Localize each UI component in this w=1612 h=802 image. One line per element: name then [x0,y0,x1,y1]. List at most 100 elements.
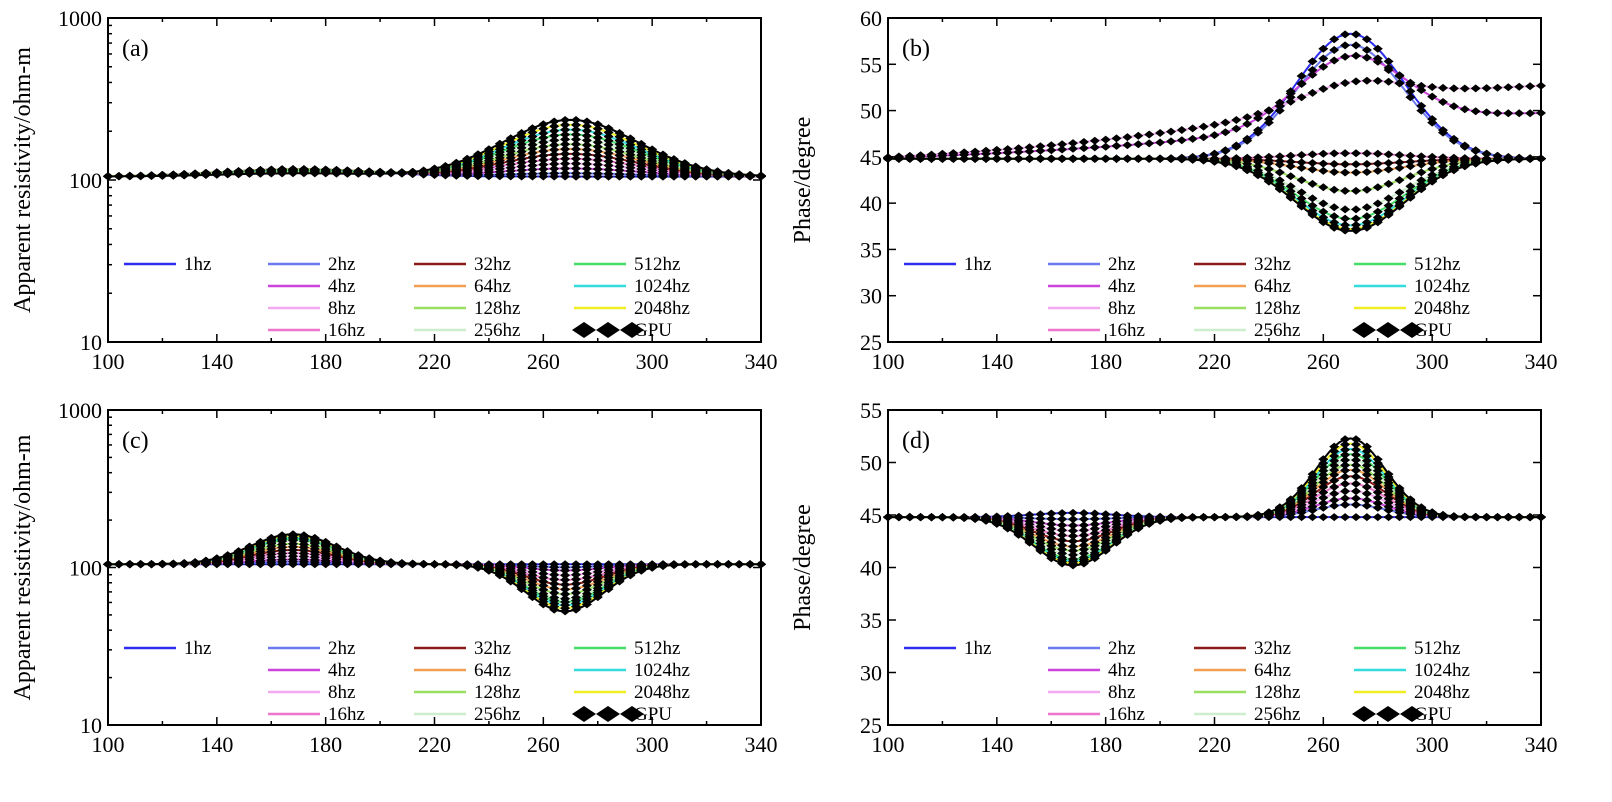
y-tick-label: 55 [860,52,882,77]
gpu-marker [1176,155,1187,164]
gpu-marker [146,560,157,569]
gpu-marker [690,560,701,569]
gpu-marker [991,145,1002,154]
gpu-marker [309,169,320,178]
legend-item-1024hz: 1024hz [1354,276,1470,297]
legend-item-4hz: 4hz [1048,276,1135,297]
legend-item-2048hz: 2048hz [574,298,690,319]
gpu-marker [1361,513,1372,522]
gpu-marker [1274,185,1285,194]
gpu-marker [1394,513,1405,522]
gpu-marker [527,144,538,153]
gpu-marker [1046,533,1057,542]
gpu-marker [146,172,157,180]
gpu-marker [1285,151,1296,160]
legend-diamond-icon [596,322,620,338]
gpu-marker [1438,171,1448,180]
gpu-marker [1340,456,1351,465]
panel-c-markers [103,530,766,616]
gpu-marker [1122,133,1133,142]
gpu-marker [581,160,592,168]
gpu-marker [1209,131,1220,140]
gpu-marker [679,159,690,168]
gpu-marker [288,530,298,539]
gpu-marker [1514,82,1525,91]
gpu-marker [1155,138,1166,147]
gpu-marker [1089,554,1100,563]
gpu-marker [1046,554,1057,563]
gpu-marker [560,164,571,173]
gpu-marker [1394,484,1405,493]
gpu-marker [571,116,581,124]
gpu-marker [527,149,538,157]
legend-item-1hz: 1hz [904,638,991,659]
legend-label: 64hz [1254,660,1291,681]
gpu-marker [1525,155,1536,163]
legend-item-32hz: 32hz [414,638,511,659]
gpu-marker [1100,510,1111,519]
gpu-marker [1329,483,1340,491]
gpu-marker [1231,512,1242,521]
gpu-marker [1253,157,1263,166]
gpu-marker [1198,156,1209,165]
gpu-marker [1046,141,1057,150]
gpu-marker [1318,483,1329,491]
gpu-marker [1111,538,1122,547]
gpu-marker [1361,476,1372,485]
gpu-marker [647,145,658,154]
gpu-marker [1427,177,1438,186]
gpu-marker [538,165,549,174]
gpu-marker [1372,499,1383,508]
x-tick-label: 340 [1525,349,1558,374]
gpu-marker [959,154,970,163]
gpu-marker [1361,442,1372,451]
gpu-marker [1122,141,1133,150]
gpu-marker [418,166,429,175]
gpu-marker [1307,66,1318,74]
gpu-marker [1351,30,1361,39]
gpu-marker [1351,205,1361,214]
legend-label: 2hz [1108,638,1135,659]
gpu-marker [571,159,581,168]
legend-label: 1hz [184,638,211,659]
gpu-marker [1318,54,1329,63]
gpu-marker [1013,144,1024,153]
gpu-marker [1285,97,1296,106]
gpu-marker [211,170,222,179]
gpu-marker [603,145,614,153]
gpu-marker [603,128,614,137]
gpu-marker [1089,509,1100,518]
gpu-marker [1329,185,1340,194]
gpu-marker [1427,165,1438,173]
legend-diamond-icon [572,706,596,722]
gpu-marker [1057,140,1068,149]
y-tick-label: 25 [860,713,882,738]
legend-label: 32hz [474,254,511,275]
gpu-marker [1340,513,1351,522]
gpu-marker [1144,154,1155,163]
gpu-marker [603,140,614,149]
gpu-marker [1405,193,1416,202]
gpu-marker [1372,183,1383,192]
legend-label: 2hz [328,254,355,275]
gpu-marker [1459,512,1470,521]
legend-item-GPU: GPU [572,704,672,725]
gpu-marker [1438,157,1448,166]
gpu-marker [603,153,614,162]
gpu-marker [527,136,538,145]
legend-label: 4hz [1108,660,1135,681]
legend-item-2048hz: 2048hz [1354,682,1470,703]
gpu-marker [1274,106,1285,115]
gpu-marker [320,537,331,546]
panel-b-ylabel: Phase/degree [790,117,816,244]
gpu-marker [1285,172,1296,181]
gpu-marker [1383,159,1394,167]
gpu-marker [1046,524,1057,533]
gpu-marker [1361,76,1372,85]
gpu-marker [1057,536,1068,545]
gpu-marker [1089,514,1100,523]
legend-label: 64hz [1254,276,1291,297]
legend-item-GPU: GPU [1352,704,1452,725]
